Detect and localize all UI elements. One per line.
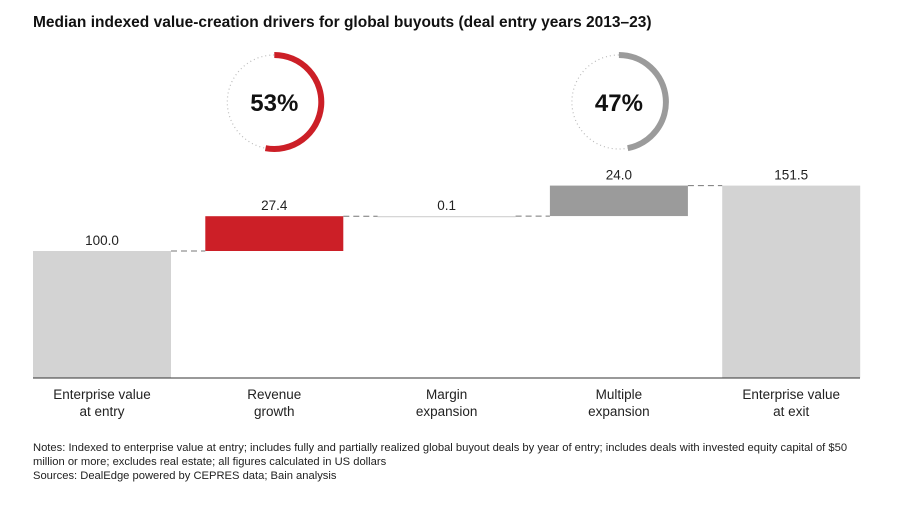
bar (377, 216, 516, 218)
category-label: expansion (416, 404, 478, 419)
category-label: at exit (773, 404, 809, 419)
data-label: 27.4 (261, 198, 288, 213)
donut-percent-label: 47% (595, 90, 643, 117)
notes-text: Notes: Indexed to enterprise value at en… (33, 442, 848, 468)
bar (722, 185, 861, 378)
donut-percent-label: 53% (250, 90, 298, 117)
category-label: at entry (79, 404, 124, 419)
data-label: 24.0 (606, 168, 632, 183)
bar (33, 251, 171, 378)
chart-title: Median indexed value-creation drivers fo… (33, 14, 652, 31)
category-label: Multiple (596, 387, 643, 402)
chart-notes: Notes: Indexed to enterprise value at en… (33, 441, 873, 483)
category-label: Enterprise value (742, 387, 840, 402)
category-label: expansion (588, 404, 650, 419)
category-label: Enterprise value (53, 387, 151, 402)
bar (205, 216, 344, 251)
category-label: Margin (426, 387, 467, 402)
data-label: 0.1 (437, 198, 456, 213)
category-label: growth (254, 404, 295, 419)
donut-arc (618, 52, 669, 152)
bar (549, 185, 688, 217)
sources-text: Sources: DealEdge powered by CEPRES data… (33, 470, 337, 482)
category-label: Revenue (247, 387, 301, 402)
data-label: 151.5 (774, 168, 808, 183)
data-label: 100.0 (85, 233, 119, 248)
donut-arc (264, 52, 325, 152)
